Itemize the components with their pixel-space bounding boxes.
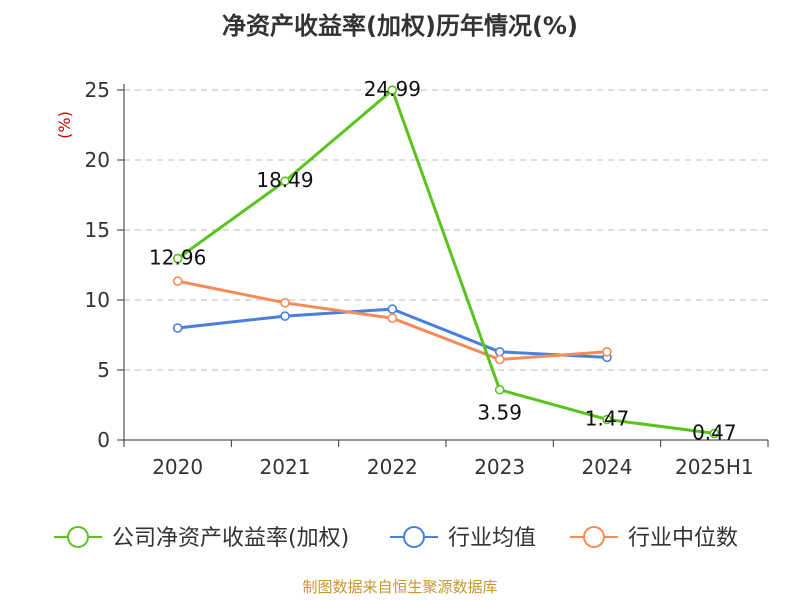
- data-label: 3.59: [477, 401, 522, 425]
- data-label: 24.99: [364, 77, 421, 101]
- data-point: [172, 253, 183, 264]
- data-point: [602, 346, 612, 357]
- data-point: [172, 276, 183, 286]
- data-point: [387, 85, 398, 95]
- legend-marker: [67, 526, 89, 548]
- data-point: [172, 323, 183, 333]
- legend-label: 公司净资产收益率(加权): [112, 526, 349, 551]
- data-label: 18.49: [256, 168, 313, 192]
- x-tick-label: 2022: [367, 455, 418, 479]
- data-point: [709, 428, 720, 439]
- legend-marker: [583, 526, 605, 548]
- x-tick-label: 2020: [152, 455, 203, 479]
- y-tick-label: 10: [85, 288, 110, 312]
- data-label: 12.96: [149, 246, 206, 270]
- x-tick-label: 2024: [582, 455, 633, 479]
- y-tick-label: 25: [85, 78, 110, 102]
- grid-lines: [124, 89, 768, 371]
- data-point: [494, 346, 505, 357]
- series-line: [176, 88, 716, 435]
- source-note: 制图数据来自恒生聚源数据库: [302, 578, 497, 596]
- data-point: [602, 414, 612, 425]
- y-axis-label: (%): [55, 111, 74, 139]
- data-point: [280, 176, 290, 186]
- data-point: [280, 311, 290, 321]
- data-point: [280, 297, 290, 308]
- x-tick-label: 2021: [260, 455, 311, 479]
- y-tick-label: 20: [85, 148, 110, 172]
- data-point: [494, 354, 505, 365]
- y-tick-label: 5: [97, 358, 110, 382]
- data-point: [387, 304, 398, 314]
- data-labels: 12.96 18.49 24.99 3.59 1.47 0.47: [149, 77, 737, 444]
- legend-marker: [403, 526, 425, 548]
- legend-label: 行业中位数: [628, 526, 738, 551]
- y-tick-label: 0: [97, 428, 110, 452]
- series-lines: [172, 85, 720, 439]
- chart-title: 净资产收益率(加权)历年情况(%): [222, 12, 578, 40]
- legend: 公司净资产收益率(加权) 行业均值 行业中位数: [54, 526, 738, 551]
- y-tick-label: 15: [85, 218, 110, 242]
- data-point: [387, 313, 398, 324]
- data-label: 0.47: [692, 420, 737, 444]
- data-label: 1.47: [585, 406, 630, 430]
- axes: 0 5 10 15 20 25 2020 2021 2022 2023 2024 2025H1: [85, 78, 769, 479]
- x-tick-label: 2025H1: [675, 455, 754, 479]
- x-tick-label: 2023: [474, 455, 525, 479]
- data-point: [494, 384, 505, 395]
- legend-label: 行业均值: [448, 526, 536, 551]
